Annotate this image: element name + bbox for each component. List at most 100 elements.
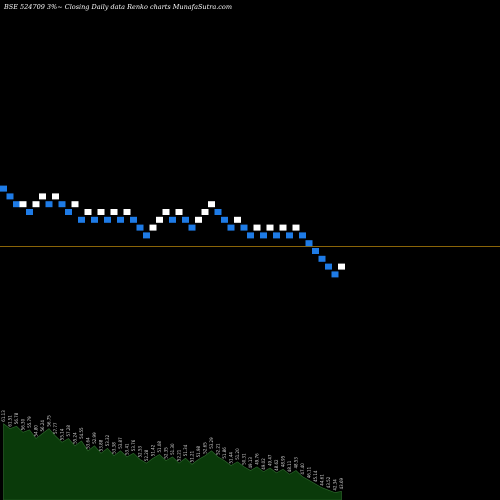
renko-brick-up xyxy=(162,209,170,215)
renko-brick-down xyxy=(214,209,222,215)
volume-label: 51.44 xyxy=(229,452,234,464)
renko-brick-down xyxy=(91,216,98,223)
renko-brick-up xyxy=(266,224,274,231)
volume-label: 57.28 xyxy=(66,425,71,437)
volume-label: 51.30 xyxy=(170,443,175,455)
volume-label: 56.75 xyxy=(47,415,52,427)
renko-brick-down xyxy=(117,216,124,223)
volume-label: 53.38 xyxy=(112,442,117,454)
renko-brick-down xyxy=(13,201,20,208)
renko-brick-down xyxy=(26,209,33,215)
volume-label: 42.34 xyxy=(333,479,338,491)
renko-brick-up xyxy=(97,209,105,215)
renko-brick-up xyxy=(201,209,209,215)
volume-label: 48.62 xyxy=(274,459,279,471)
renko-brick-up xyxy=(149,224,157,231)
renko-brick-down xyxy=(136,224,144,231)
volume-label: 52.65 xyxy=(203,442,208,454)
renko-brick-up xyxy=(253,224,261,231)
volume-label: 54.55 xyxy=(79,427,84,439)
renko-brick-down xyxy=(247,232,254,239)
volume-label: 50.31 xyxy=(242,453,247,465)
renko-brick-up xyxy=(195,216,202,223)
volume-area xyxy=(3,423,342,500)
volume-label: 51.98 xyxy=(196,445,201,457)
volume-label: 53.87 xyxy=(118,437,123,449)
volume-label: 53.64 xyxy=(86,437,91,449)
volume-label: 44.61 xyxy=(320,474,325,486)
renko-brick-down xyxy=(305,240,313,247)
volume-label: 51.08 xyxy=(157,441,162,453)
volume-label: 52.53 xyxy=(138,445,143,457)
renko-bricks xyxy=(0,185,345,278)
volume-label: 48.95 xyxy=(281,455,286,467)
renko-brick-up xyxy=(32,201,40,208)
volume-label: 52.99 xyxy=(92,432,97,444)
renko-brick-down xyxy=(169,216,176,223)
volume-label: 61.13 xyxy=(1,410,6,422)
volume-label: 53.32 xyxy=(105,434,110,446)
renko-brick-down xyxy=(312,248,319,254)
volume-label: 55.24 xyxy=(73,432,78,444)
renko-brick-down xyxy=(58,201,66,208)
renko-brick-down xyxy=(6,193,14,200)
renko-brick-down xyxy=(240,224,248,231)
volume-label: 52.21 xyxy=(177,449,182,461)
volume-label: 51.42 xyxy=(151,444,156,456)
renko-brick-up xyxy=(110,209,118,215)
volume-area-path xyxy=(3,423,342,500)
renko-brick-down xyxy=(78,216,85,223)
renko-brick-up xyxy=(279,224,287,231)
renko-brick-down xyxy=(273,232,280,239)
volume-label: 53.41 xyxy=(125,443,130,455)
volume-label: 49.13 xyxy=(248,457,253,469)
renko-brick-down xyxy=(299,232,306,239)
volume-label: 52.21 xyxy=(216,443,221,455)
renko-brick-down xyxy=(227,224,235,231)
renko-brick-up xyxy=(84,209,92,215)
volume-label: 52.28 xyxy=(144,449,149,461)
volume-label: 54.80 xyxy=(34,425,39,437)
renko-brick-down xyxy=(130,216,137,223)
volume-label: 51.21 xyxy=(190,450,195,462)
volume-label: 43.52 xyxy=(326,476,331,488)
renko-brick-down xyxy=(318,255,326,262)
renko-brick-up xyxy=(234,216,241,223)
renko-brick-down xyxy=(65,209,72,215)
renko-brick-down xyxy=(188,224,196,231)
renko-brick-up xyxy=(292,224,300,231)
renko-brick-up xyxy=(39,193,46,200)
renko-brick-down xyxy=(286,232,293,239)
volume-label: 51.20 xyxy=(235,448,240,460)
volume-label: 48.11 xyxy=(287,460,292,472)
renko-brick-down xyxy=(331,271,339,278)
volume-label: 45.14 xyxy=(313,470,318,482)
renko-brick-up xyxy=(175,209,183,215)
renko-brick-up xyxy=(338,263,345,270)
volume-label: 56.30 xyxy=(21,418,26,430)
volume-label: 49.02 xyxy=(261,458,266,470)
volume-label: 51.34 xyxy=(183,444,188,456)
renko-brick-down xyxy=(104,216,111,223)
volume-label: 49.47 xyxy=(268,454,273,466)
volume-label: 46.11 xyxy=(307,466,312,478)
volume-label: 56.24 xyxy=(40,420,45,432)
volume-label: 43.69 xyxy=(339,477,344,489)
renko-brick-down xyxy=(221,216,228,223)
volume-label: 49.76 xyxy=(255,453,260,465)
renko-brick-up xyxy=(156,216,163,223)
renko-brick-up xyxy=(123,209,131,215)
volume-label: 53.29 xyxy=(209,437,214,449)
volume-label: 51.86 xyxy=(222,447,227,459)
renko-brick-down xyxy=(143,232,150,239)
renko-brick-down xyxy=(260,232,267,239)
renko-brick-up xyxy=(208,201,215,208)
volume-label: 48.53 xyxy=(294,457,299,469)
volume-label: 53.76 xyxy=(131,439,136,451)
renko-brick-up xyxy=(71,201,79,208)
volume-label: 53.88 xyxy=(99,439,104,451)
volume-label: 55.14 xyxy=(60,428,65,440)
